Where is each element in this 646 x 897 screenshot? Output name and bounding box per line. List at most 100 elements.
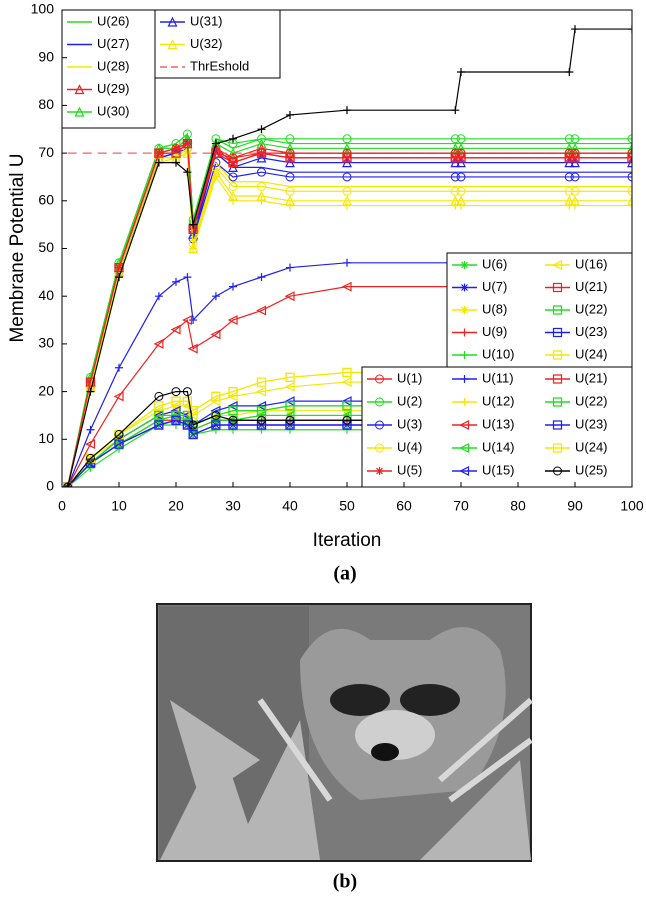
marker <box>570 186 580 196</box>
marker <box>210 405 221 416</box>
marker <box>154 401 164 411</box>
marker <box>450 134 460 144</box>
marker <box>182 415 192 426</box>
legend-label: U(6) <box>482 256 507 271</box>
marker <box>342 172 352 182</box>
marker <box>627 186 632 196</box>
marker <box>188 406 198 416</box>
marker <box>285 372 295 382</box>
y-tick-label: 40 <box>38 287 54 303</box>
legend-label: U(32) <box>190 36 223 51</box>
marker <box>183 273 192 282</box>
marker <box>450 186 460 196</box>
marker <box>375 397 384 407</box>
marker <box>552 260 563 270</box>
marker <box>171 148 181 158</box>
marker <box>565 68 574 77</box>
marker <box>229 196 237 205</box>
legend-label: U(27) <box>97 36 130 51</box>
marker <box>627 157 632 168</box>
marker <box>285 415 295 425</box>
marker <box>228 181 238 191</box>
marker <box>170 324 181 335</box>
series-line <box>67 147 632 487</box>
legend-label: U(21) <box>575 279 608 294</box>
legend-label: U(31) <box>190 13 223 28</box>
marker <box>570 134 580 144</box>
y-tick-label: 70 <box>38 144 54 160</box>
marker <box>456 153 466 163</box>
marker <box>171 396 181 406</box>
marker <box>375 374 384 384</box>
marker <box>86 453 95 463</box>
legend-label: U(2) <box>397 393 422 408</box>
marker <box>228 158 238 168</box>
x-tick-label: 10 <box>111 498 127 514</box>
legend-label: U(15) <box>482 462 515 477</box>
marker <box>85 377 96 387</box>
legend-box <box>446 252 633 368</box>
marker <box>460 398 469 406</box>
marker <box>285 153 295 163</box>
y-tick-label: 10 <box>38 430 54 446</box>
marker <box>257 167 266 177</box>
y-tick-label: 100 <box>31 1 55 17</box>
series-line <box>67 142 632 487</box>
marker <box>154 410 164 421</box>
marker <box>456 157 466 168</box>
marker <box>256 420 267 430</box>
legend-label: U(9) <box>482 324 507 339</box>
caption-b: (b) <box>333 871 357 893</box>
marker <box>211 148 221 158</box>
marker <box>256 400 267 411</box>
marker <box>570 142 580 153</box>
marker <box>627 153 632 163</box>
marker <box>187 424 198 435</box>
legend-box <box>61 9 156 129</box>
marker <box>189 316 198 325</box>
marker <box>167 39 178 50</box>
marker <box>341 396 352 407</box>
marker <box>113 391 124 402</box>
marker <box>564 172 574 182</box>
legend-label: U(25) <box>575 462 608 477</box>
marker <box>343 106 351 115</box>
y-tick-label: 60 <box>38 192 54 208</box>
marker <box>189 220 198 229</box>
marker <box>342 401 352 411</box>
marker <box>284 381 295 392</box>
y-axis-label: Membrane Potential U <box>7 153 28 342</box>
marker <box>450 157 461 168</box>
marker <box>286 201 294 210</box>
marker <box>375 443 384 453</box>
marker <box>187 410 198 421</box>
marker <box>256 406 267 416</box>
legend-label: U(1) <box>397 370 422 385</box>
y-tick-label: 0 <box>46 478 54 494</box>
marker <box>552 350 563 360</box>
marker <box>74 106 85 117</box>
series-line <box>67 132 632 487</box>
legend-label: U(14) <box>482 439 515 454</box>
marker <box>256 377 267 387</box>
marker <box>342 134 352 144</box>
marker <box>211 144 220 153</box>
marker <box>154 292 163 301</box>
marker <box>210 396 221 407</box>
marker <box>167 16 178 27</box>
x-tick-label: 0 <box>58 498 66 514</box>
marker <box>286 406 294 415</box>
marker <box>375 420 384 430</box>
marker <box>570 153 580 163</box>
marker <box>552 420 563 430</box>
marker <box>63 483 72 487</box>
marker <box>86 425 95 434</box>
marker <box>182 400 192 411</box>
marker <box>285 142 295 153</box>
marker <box>211 172 220 181</box>
x-tick-label: 40 <box>282 498 298 514</box>
marker <box>257 425 266 434</box>
marker <box>211 391 221 401</box>
marker <box>564 186 574 196</box>
marker <box>154 158 163 167</box>
